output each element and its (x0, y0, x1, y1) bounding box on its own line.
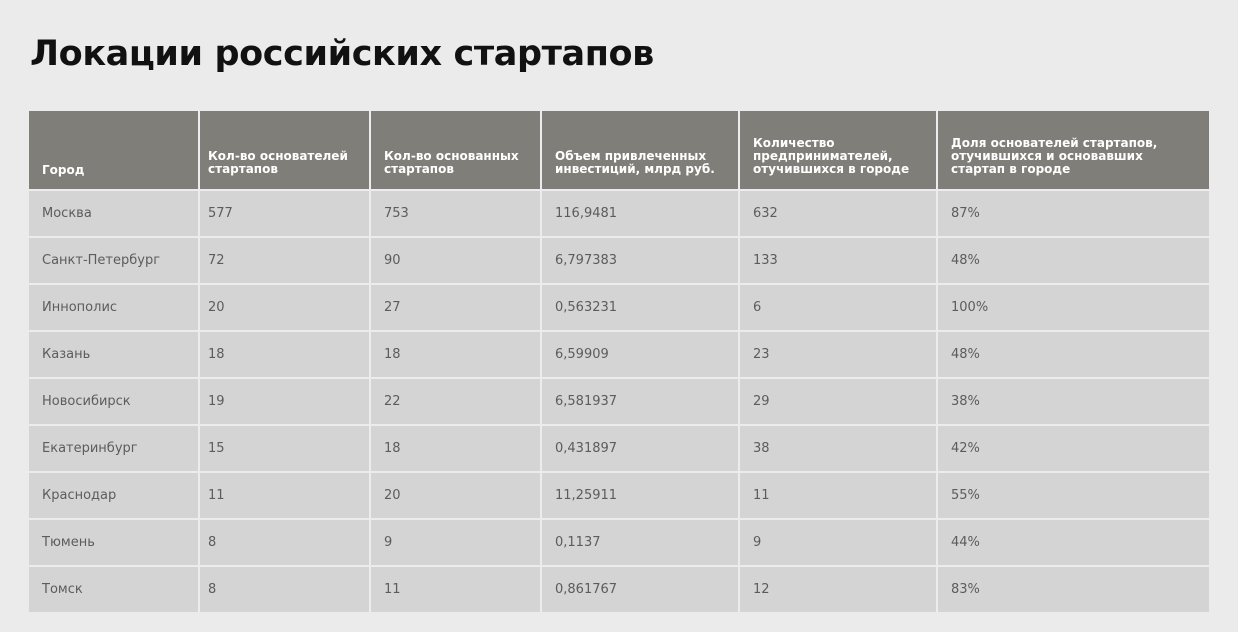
local-graduates-cell: 11 (738, 471, 938, 520)
column-header-local-founders-share: Доля основателей стартапов, отучившихся … (936, 111, 1209, 191)
local-founders-share-cell: 100% (936, 283, 1209, 332)
city-cell: Казань (29, 330, 200, 379)
local-founders-share-cell: 48% (936, 236, 1209, 285)
local-graduates-cell: 29 (738, 377, 938, 426)
table-row: Казань 18 18 6,59909 23 48% (29, 330, 1209, 379)
column-header-startups-count: Кол-во основанных стартапов (369, 111, 542, 191)
table-row: Томск 8 11 0,861767 12 83% (29, 565, 1209, 612)
investments-cell: 6,59909 (540, 330, 740, 379)
investments-cell: 0,861767 (540, 565, 740, 612)
city-cell: Екатеринбург (29, 424, 200, 473)
startups-count-cell: 20 (369, 471, 542, 520)
local-founders-share-cell: 87% (936, 189, 1209, 238)
table-row: Новосибирск 19 22 6,581937 29 38% (29, 377, 1209, 426)
local-graduates-cell: 632 (738, 189, 938, 238)
column-header-city: Город (29, 111, 200, 191)
founders-count-cell: 15 (198, 424, 371, 473)
table-row: Санкт-Петербург 72 90 6,797383 133 48% (29, 236, 1209, 285)
page-title: Локации российских стартапов (30, 34, 654, 74)
investments-cell: 116,9481 (540, 189, 740, 238)
table-row: Иннополис 20 27 0,563231 6 100% (29, 283, 1209, 332)
investments-cell: 6,797383 (540, 236, 740, 285)
city-cell: Краснодар (29, 471, 200, 520)
founders-count-cell: 8 (198, 565, 371, 612)
column-header-founders-count: Кол-во основателей стартапов (198, 111, 371, 191)
local-founders-share-cell: 44% (936, 518, 1209, 567)
founders-count-cell: 19 (198, 377, 371, 426)
investments-cell: 0,1137 (540, 518, 740, 567)
startups-count-cell: 9 (369, 518, 542, 567)
startups-count-cell: 753 (369, 189, 542, 238)
local-founders-share-cell: 38% (936, 377, 1209, 426)
startups-count-cell: 22 (369, 377, 542, 426)
local-graduates-cell: 23 (738, 330, 938, 379)
founders-count-cell: 18 (198, 330, 371, 379)
city-cell: Томск (29, 565, 200, 612)
column-header-local-graduates: Количество предпринимателей, отучившихся… (738, 111, 938, 191)
table-row: Москва 577 753 116,9481 632 87% (29, 189, 1209, 238)
city-cell: Санкт-Петербург (29, 236, 200, 285)
investments-cell: 0,563231 (540, 283, 740, 332)
startups-count-cell: 27 (369, 283, 542, 332)
founders-count-cell: 20 (198, 283, 371, 332)
founders-count-cell: 577 (198, 189, 371, 238)
founders-count-cell: 72 (198, 236, 371, 285)
startup-locations-table: Город Кол-во основателей стартапов Кол-в… (29, 111, 1209, 612)
local-graduates-cell: 6 (738, 283, 938, 332)
local-graduates-cell: 38 (738, 424, 938, 473)
table-row: Екатеринбург 15 18 0,431897 38 42% (29, 424, 1209, 473)
startups-count-cell: 90 (369, 236, 542, 285)
local-founders-share-cell: 83% (936, 565, 1209, 612)
city-cell: Новосибирск (29, 377, 200, 426)
table-row: Тюмень 8 9 0,1137 9 44% (29, 518, 1209, 567)
column-header-investments: Объем привлеченных инвестиций, млрд руб. (540, 111, 740, 191)
founders-count-cell: 11 (198, 471, 371, 520)
investments-cell: 0,431897 (540, 424, 740, 473)
startups-count-cell: 18 (369, 424, 542, 473)
founders-count-cell: 8 (198, 518, 371, 567)
investments-cell: 6,581937 (540, 377, 740, 426)
table-header-row: Город Кол-во основателей стартапов Кол-в… (29, 111, 1209, 191)
city-cell: Тюмень (29, 518, 200, 567)
local-founders-share-cell: 42% (936, 424, 1209, 473)
city-cell: Москва (29, 189, 200, 238)
table-row: Краснодар 11 20 11,25911 11 55% (29, 471, 1209, 520)
startups-count-cell: 18 (369, 330, 542, 379)
city-cell: Иннополис (29, 283, 200, 332)
investments-cell: 11,25911 (540, 471, 740, 520)
startups-count-cell: 11 (369, 565, 542, 612)
local-graduates-cell: 9 (738, 518, 938, 567)
local-graduates-cell: 12 (738, 565, 938, 612)
local-founders-share-cell: 48% (936, 330, 1209, 379)
local-graduates-cell: 133 (738, 236, 938, 285)
local-founders-share-cell: 55% (936, 471, 1209, 520)
